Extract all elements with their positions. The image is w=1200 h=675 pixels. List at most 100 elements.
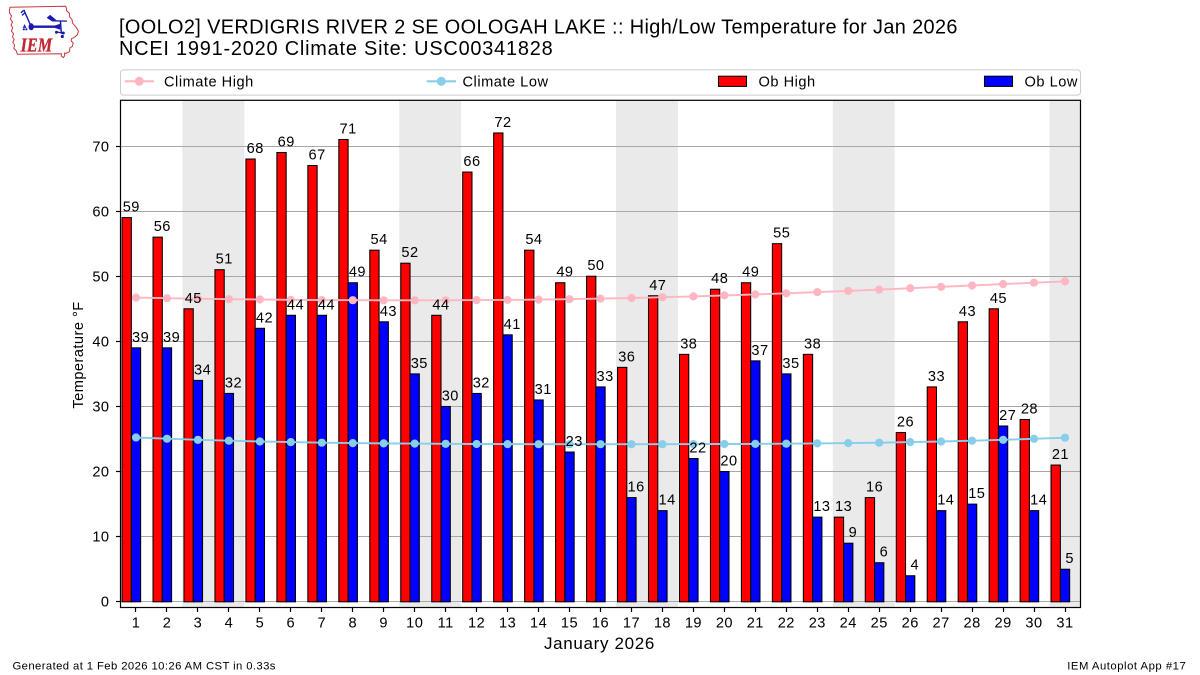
svg-text:55: 55 (773, 226, 790, 242)
svg-text:NCEI 1991-2020 Climate Site: U: NCEI 1991-2020 Climate Site: USC00341828 (119, 38, 553, 60)
svg-text:40: 40 (92, 335, 109, 351)
svg-text:4: 4 (225, 616, 234, 632)
svg-text:66: 66 (463, 154, 480, 170)
svg-text:13: 13 (835, 499, 852, 515)
svg-text:7: 7 (318, 616, 327, 632)
svg-text:35: 35 (782, 356, 799, 372)
svg-text:42: 42 (256, 310, 273, 326)
svg-text:[OOLO2] VERDIGRIS RIVER 2 SE O: [OOLO2] VERDIGRIS RIVER 2 SE OOLOGAH LAK… (119, 17, 958, 39)
svg-text:29: 29 (995, 616, 1012, 632)
svg-text:69: 69 (278, 135, 295, 151)
svg-text:23: 23 (809, 616, 826, 632)
svg-text:45: 45 (990, 291, 1007, 307)
svg-text:6: 6 (880, 545, 889, 561)
svg-text:71: 71 (340, 122, 357, 138)
svg-text:30: 30 (1025, 616, 1042, 632)
svg-text:9: 9 (379, 616, 388, 632)
svg-text:44: 44 (432, 297, 449, 313)
svg-text:Climate Low: Climate Low (463, 74, 549, 90)
svg-text:49: 49 (556, 265, 573, 281)
svg-text:8: 8 (349, 616, 358, 632)
svg-text:11: 11 (438, 616, 454, 632)
svg-text:34: 34 (194, 362, 211, 378)
svg-text:6: 6 (287, 616, 296, 632)
svg-text:Ob Low: Ob Low (1025, 74, 1078, 90)
svg-text:22: 22 (689, 441, 706, 457)
svg-text:20: 20 (716, 616, 733, 632)
svg-text:21: 21 (1052, 447, 1069, 463)
svg-text:20: 20 (92, 465, 109, 481)
svg-text:16: 16 (628, 480, 645, 496)
svg-text:14: 14 (659, 493, 676, 509)
svg-text:22: 22 (778, 616, 795, 632)
svg-text:15: 15 (561, 616, 578, 632)
svg-text:48: 48 (711, 271, 728, 287)
svg-text:28: 28 (964, 616, 981, 632)
svg-text:60: 60 (92, 205, 109, 221)
svg-text:50: 50 (587, 258, 604, 274)
svg-text:2: 2 (163, 616, 172, 632)
svg-text:14: 14 (937, 493, 954, 509)
svg-text:IEM Autoplot App #17: IEM Autoplot App #17 (1067, 660, 1186, 672)
svg-text:39: 39 (163, 330, 180, 346)
svg-text:30: 30 (442, 388, 459, 404)
svg-text:19: 19 (685, 616, 702, 632)
svg-text:21: 21 (747, 616, 764, 632)
svg-text:68: 68 (247, 141, 264, 157)
svg-text:54: 54 (371, 232, 388, 248)
svg-text:36: 36 (618, 349, 635, 365)
svg-text:49: 49 (742, 265, 759, 281)
svg-text:70: 70 (92, 140, 109, 156)
svg-text:33: 33 (597, 369, 614, 385)
svg-text:32: 32 (225, 375, 242, 391)
svg-text:33: 33 (928, 369, 945, 385)
svg-text:38: 38 (680, 336, 697, 352)
svg-text:12: 12 (468, 616, 485, 632)
svg-text:43: 43 (380, 304, 397, 320)
svg-text:25: 25 (871, 616, 888, 632)
svg-text:26: 26 (902, 616, 919, 632)
svg-text:72: 72 (494, 115, 511, 131)
svg-text:9: 9 (849, 525, 858, 541)
svg-text:3: 3 (194, 616, 203, 632)
svg-text:16: 16 (592, 616, 609, 632)
svg-text:14: 14 (530, 616, 547, 632)
svg-text:51: 51 (216, 252, 233, 268)
svg-text:Temperature °F: Temperature °F (71, 301, 87, 408)
svg-text:43: 43 (959, 304, 976, 320)
svg-text:54: 54 (525, 232, 542, 248)
svg-text:10: 10 (406, 616, 423, 632)
svg-text:14: 14 (1030, 493, 1047, 509)
svg-text:23: 23 (566, 434, 583, 450)
svg-text:30: 30 (92, 400, 109, 416)
svg-text:10: 10 (92, 530, 109, 546)
svg-text:47: 47 (649, 278, 666, 294)
svg-text:17: 17 (623, 616, 640, 632)
svg-text:31: 31 (1056, 616, 1073, 632)
svg-text:37: 37 (751, 343, 768, 359)
svg-text:56: 56 (154, 219, 171, 235)
svg-text:28: 28 (1021, 402, 1038, 418)
svg-text:27: 27 (999, 408, 1016, 424)
svg-text:4: 4 (911, 558, 920, 574)
svg-text:0: 0 (101, 595, 110, 611)
svg-text:35: 35 (411, 356, 428, 372)
svg-text:13: 13 (499, 616, 516, 632)
svg-text:5: 5 (1065, 551, 1074, 567)
svg-text:15: 15 (968, 486, 985, 502)
svg-text:32: 32 (473, 375, 490, 391)
svg-text:24: 24 (840, 616, 857, 632)
svg-text:Climate High: Climate High (164, 74, 254, 90)
svg-text:18: 18 (654, 616, 671, 632)
svg-text:13: 13 (813, 499, 830, 515)
svg-text:Ob High: Ob High (759, 74, 816, 90)
svg-text:20: 20 (720, 454, 737, 470)
svg-text:27: 27 (933, 616, 950, 632)
svg-text:44: 44 (287, 297, 304, 313)
svg-text:45: 45 (185, 291, 202, 307)
svg-text:67: 67 (309, 148, 326, 164)
svg-text:1: 1 (132, 616, 141, 632)
svg-text:50: 50 (92, 270, 109, 286)
svg-text:31: 31 (535, 382, 552, 398)
svg-text:5: 5 (256, 616, 265, 632)
